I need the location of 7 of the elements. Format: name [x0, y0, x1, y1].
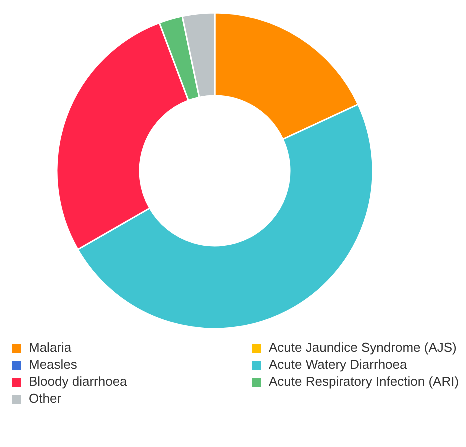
legend-label: Measles — [29, 357, 78, 372]
legend-label: Other — [29, 391, 63, 406]
legend-label: Acute Jaundice Syndrome (AJS) — [269, 340, 458, 355]
legend-label: Malaria — [29, 340, 73, 355]
legend-label: Bloody diarrhoea — [29, 374, 128, 389]
legend-label: Acute Watery Diarrhoea — [269, 357, 408, 372]
legend-label: Acute Respiratory Infection (ARI) — [269, 374, 460, 389]
